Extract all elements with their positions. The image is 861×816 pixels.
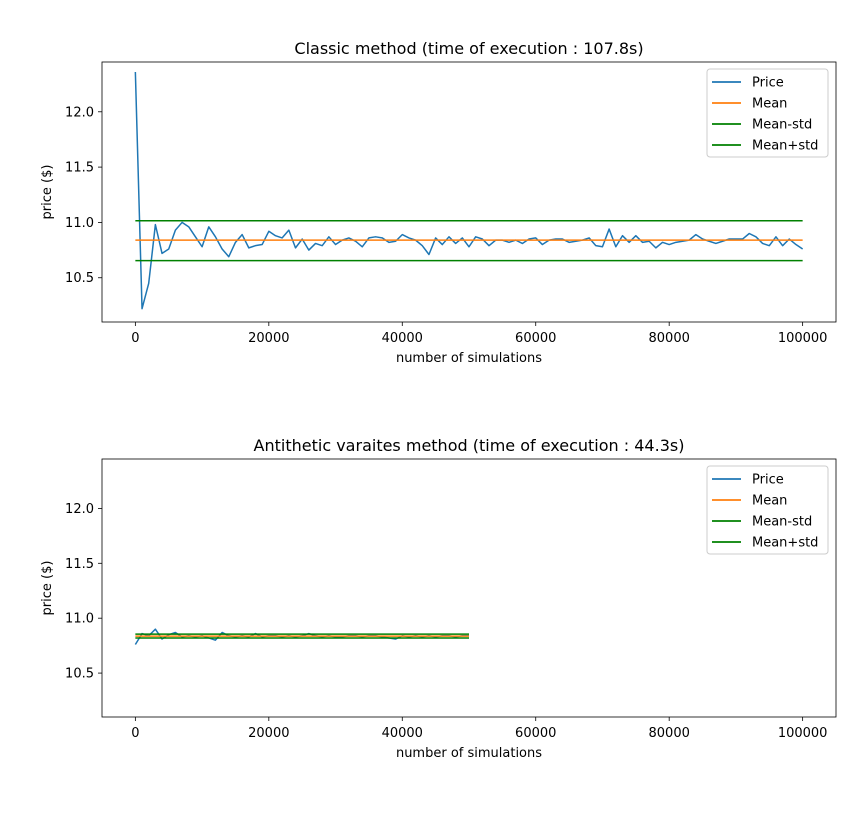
x-tick-label: 80000 — [649, 331, 690, 346]
x-tick-label: 80000 — [649, 726, 690, 741]
x-tick-label: 60000 — [515, 331, 556, 346]
legend-label: Mean-std — [752, 515, 812, 530]
y-tick-label: 11.5 — [65, 161, 94, 176]
y-tick-label: 11.0 — [65, 216, 94, 231]
x-tick-label: 20000 — [248, 726, 289, 741]
y-tick-label: 12.0 — [65, 105, 94, 120]
chart-panel-2: 0 20000 40000 60000 80000 100000 10.5 11.0 11.5 1… — [40, 436, 837, 761]
legend-label: Mean+std — [752, 536, 818, 551]
legend: Price Mean Mean-std Mean+std — [706, 465, 829, 555]
x-tick-label: 40000 — [382, 331, 423, 346]
legend-box — [706, 68, 829, 158]
x-axis-label: number of simulations — [396, 746, 542, 761]
legend-label: Price — [752, 473, 784, 488]
chart-title: Antithetic varaites method (time of exec… — [254, 436, 685, 455]
chart-title: Classic method (time of execution : 107.… — [294, 39, 643, 58]
y-tick-label: 10.5 — [65, 271, 94, 286]
x-tick-label: 0 — [131, 331, 139, 346]
y-tick-label: 12.0 — [65, 502, 94, 517]
series-price-line — [134, 71, 804, 310]
chart-panel-1: 0 20000 40000 60000 80000 100000 10.5 11.0 11.5 1… — [40, 39, 837, 366]
legend-label: Price — [752, 76, 784, 91]
y-axis-label: price ($) — [40, 561, 55, 616]
y-tick-label: 11.5 — [65, 557, 94, 572]
x-tick-label: 60000 — [515, 726, 556, 741]
axes-frame — [101, 458, 837, 718]
x-tick-label: 0 — [131, 726, 139, 741]
legend-label: Mean+std — [752, 139, 818, 154]
x-axis-label: number of simulations — [396, 351, 542, 366]
y-axis-label: price ($) — [40, 165, 55, 220]
axes-frame — [101, 61, 837, 323]
y-tick-label: 10.5 — [65, 667, 94, 682]
legend-box — [706, 465, 829, 555]
legend-label: Mean-std — [752, 118, 812, 133]
x-tick-label: 40000 — [382, 726, 423, 741]
x-tick-label: 20000 — [248, 331, 289, 346]
legend-label: Mean — [752, 494, 787, 509]
x-tick-label: 100000 — [778, 331, 828, 346]
x-tick-label: 100000 — [778, 726, 828, 741]
legend-label: Mean — [752, 97, 787, 112]
y-tick-label: 11.0 — [65, 612, 94, 627]
series-price-line — [134, 628, 469, 645]
legend: Price Mean Mean-std Mean+std — [706, 68, 829, 158]
